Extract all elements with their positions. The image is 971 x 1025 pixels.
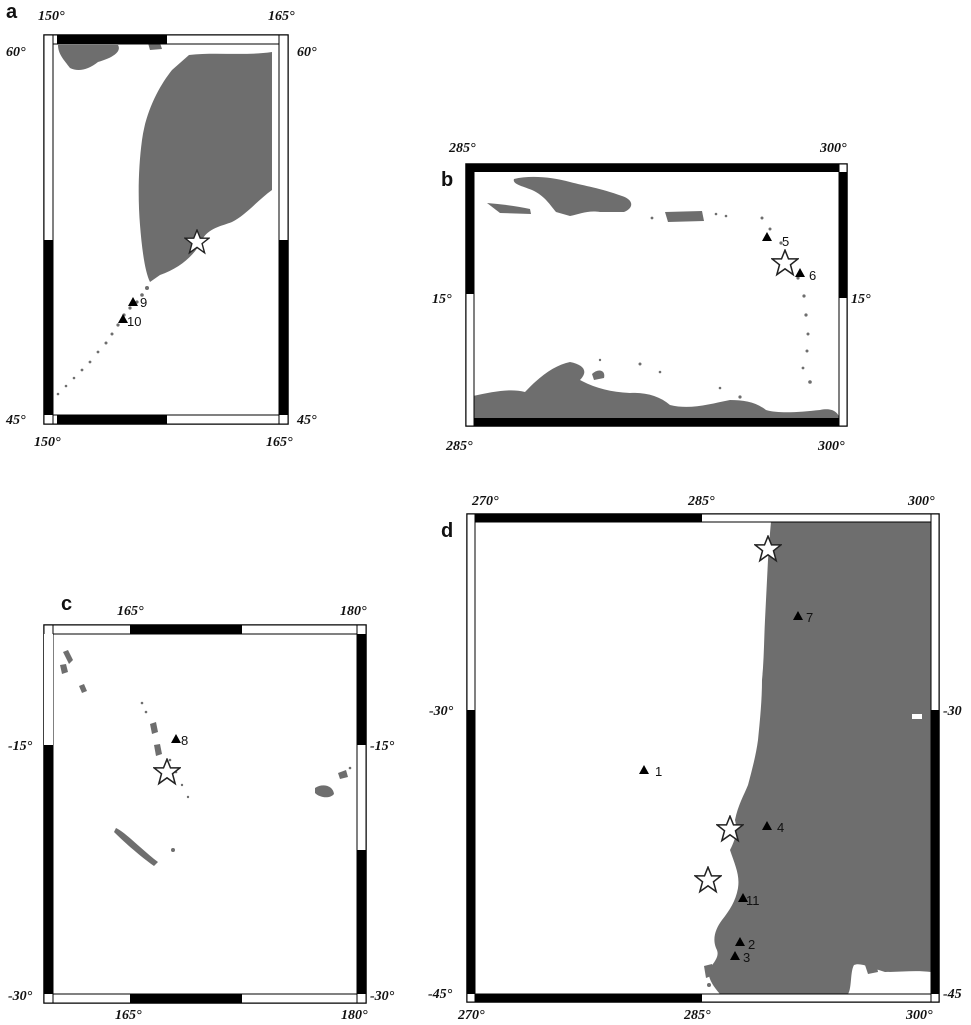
panel-b-south-america [473,362,840,420]
panel-d-tick-bottom-0: 270° [457,1008,485,1023]
panel-d-station-marker-4 [762,821,772,830]
panel-c-islands [60,650,352,866]
panel-c-tick-left-1: -30° [8,989,33,1004]
panel-b-tick-bottom-0: 285° [445,439,473,454]
panel-b-station-marker-5 [762,232,772,241]
panel-d-lake [912,714,922,719]
panel-d-tick-bottom-2: 300° [905,1008,933,1023]
panel-c-tick-top-0: 165° [117,604,144,619]
panel-c-tick-left-0: -15° [8,739,33,754]
panel-b-station-marker-6 [795,268,805,277]
panel-a-tick-bottom-1: 165° [266,435,293,450]
panel-d-station-marker-1 [639,765,649,774]
panel-d-station-marker-3 [730,951,740,960]
panel-b-earthquake-star [771,249,799,276]
panel-b-label: b [441,169,453,191]
panel-d-station-marker-7 [793,611,803,620]
panel-d-offshore-islands [704,962,878,987]
panel-a-station-label-10: 10 [127,314,141,329]
panel-c-station-label-8: 8 [181,733,188,748]
panel-d-station-label-1: 1 [655,764,662,779]
panel-a-tick-top-0: 150° [38,9,65,24]
panel-d-earthquake-star-3 [694,866,722,893]
panel-a-tick-bottom-0: 150° [34,435,61,450]
panel-d-tick-top-0: 270° [471,494,499,509]
panel-a-station-marker-10 [118,314,128,323]
panel-d: d 270° 285° 300° 270° 285° 300° -30° -45… [428,494,962,1023]
panel-c-earthquake-star [153,758,181,785]
panel-b-tick-bottom-1: 300° [817,439,845,454]
panel-d-tick-top-1: 285° [687,494,715,509]
panel-d-tick-bottom-1: 285° [683,1008,711,1023]
panel-b-tick-left-0: 15° [432,292,452,307]
panel-d-station-label-3: 3 [743,950,750,965]
panel-b-station-label-6: 6 [809,268,816,283]
panel-b-station-label-5: 5 [782,234,789,249]
panel-d-label: d [441,520,453,542]
panel-a-north-coast-land [58,45,119,70]
panel-a-tick-top-1: 165° [268,9,295,24]
panel-c-tick-bottom-0: 165° [115,1008,142,1023]
panel-a-tick-right-1: 45° [296,413,317,428]
panel-b-maracaibo [555,367,575,381]
panel-c-tick-top-1: 180° [340,604,367,619]
panel-d-station-label-11: 11 [746,893,760,908]
panel-d-tick-left-1: -45° [428,987,453,1002]
panel-b: b 285° 300° 285° 300° 15° 1 [432,141,871,454]
panel-d-station-label-4: 4 [777,820,784,835]
panel-b-puerto-rico [665,211,704,222]
panel-d-station-marker-11 [738,893,748,902]
panel-b-tick-right-0: 15° [851,292,871,307]
panel-a-kamchatka-land [138,52,272,282]
panel-a-tick-left-0: 60° [6,45,26,60]
panel-d-south-america [708,522,931,994]
panel-a-kuril-islands [49,286,149,403]
panel-b-hispaniola-west [487,203,531,214]
panel-d-tick-right-1: -45 [943,987,962,1002]
panel-b-hispaniola [513,176,632,216]
panel-b-tick-top-1: 300° [819,141,847,156]
panel-c: c 165° 180° 165° [8,593,395,1023]
panel-a-station-label-9: 9 [140,295,147,310]
panel-b-aruba-curacao [592,370,605,380]
panel-b-lesser-antilles [598,212,812,399]
panel-d-tick-left-0: -30° [429,704,454,719]
panel-d-station-label-2: 2 [748,937,755,952]
panel-c-station-marker-8 [171,734,181,743]
panel-a-label: a [6,1,18,23]
panel-c-tick-right-1: -30° [370,989,395,1004]
panel-a-station-marker-9 [128,297,138,306]
panel-a: a 150° 165° 150° 165° 60° 45° 60° 45° [5,1,317,450]
panel-d-tick-right-0: -30 [943,704,962,719]
panel-c-tick-bottom-1: 180° [341,1008,368,1023]
panel-c-label: c [61,593,72,615]
panel-b-tick-top-0: 285° [448,141,476,156]
panel-c-tick-right-0: -15° [370,739,395,754]
panel-a-island-1 [148,43,162,50]
panel-a-tick-left-1: 45° [5,413,26,428]
panel-d-tick-top-2: 300° [907,494,935,509]
panel-d-station-label-7: 7 [806,610,813,625]
panel-a-tick-right-0: 60° [297,45,317,60]
panel-d-station-marker-2 [735,937,745,946]
